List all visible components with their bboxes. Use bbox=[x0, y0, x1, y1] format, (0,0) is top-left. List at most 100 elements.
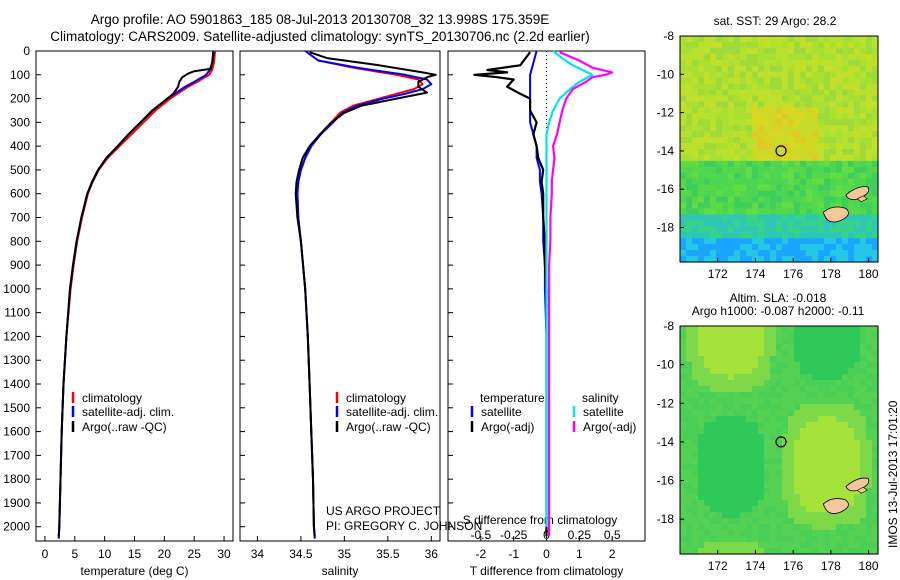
map-cell bbox=[710, 548, 717, 555]
map-cell bbox=[866, 89, 873, 97]
map-cell bbox=[752, 238, 759, 245]
map-cell bbox=[752, 410, 759, 417]
x-tick-label: 0 bbox=[42, 547, 49, 561]
map-cell bbox=[722, 410, 729, 417]
map-cell bbox=[830, 232, 837, 239]
map-cell bbox=[848, 59, 855, 67]
map-cell bbox=[806, 41, 813, 49]
map-cell bbox=[764, 131, 771, 138]
map-cell bbox=[824, 65, 831, 73]
map-cell bbox=[686, 536, 693, 543]
map-cell bbox=[686, 362, 693, 369]
map-cell bbox=[680, 440, 687, 447]
map-cell bbox=[788, 374, 795, 381]
map-cell bbox=[872, 536, 879, 543]
map-cell bbox=[866, 256, 873, 263]
map-cell bbox=[734, 184, 741, 192]
map-cell bbox=[794, 137, 801, 144]
map-cell bbox=[722, 386, 729, 393]
map-cell bbox=[860, 392, 867, 399]
map-cell bbox=[692, 362, 699, 369]
map-cell bbox=[680, 101, 687, 108]
map-cell bbox=[848, 89, 855, 97]
map-cell bbox=[854, 113, 861, 120]
map-cell bbox=[800, 452, 807, 459]
map-cell bbox=[800, 518, 807, 525]
map-cell bbox=[836, 542, 843, 549]
map-cell bbox=[836, 422, 843, 429]
map-cell bbox=[836, 434, 843, 441]
map-cell bbox=[794, 482, 801, 489]
map-cell bbox=[734, 434, 741, 441]
map-cell bbox=[746, 542, 753, 549]
map-cell bbox=[848, 232, 855, 239]
map-cell bbox=[824, 256, 831, 263]
map-cell bbox=[752, 226, 759, 233]
map-cell bbox=[746, 238, 753, 245]
map-cell bbox=[680, 416, 687, 423]
map-cell bbox=[788, 344, 795, 351]
map-cell bbox=[758, 410, 765, 417]
map-cell bbox=[800, 374, 807, 381]
map-cell bbox=[686, 160, 693, 168]
map-cell bbox=[740, 107, 747, 114]
map-cell bbox=[764, 530, 771, 537]
map-cell bbox=[818, 362, 825, 369]
map-cell bbox=[680, 131, 687, 138]
map-cell bbox=[860, 524, 867, 531]
map-cell bbox=[716, 232, 723, 239]
map-cell bbox=[692, 374, 699, 381]
map-cell bbox=[680, 89, 687, 97]
map-cell bbox=[734, 59, 741, 67]
map-cell bbox=[842, 470, 849, 477]
map-cell bbox=[848, 452, 855, 459]
map-cell bbox=[704, 398, 711, 405]
map-cell bbox=[806, 542, 813, 549]
map-cell bbox=[872, 65, 879, 73]
map-cell bbox=[860, 542, 867, 549]
map-cell bbox=[848, 404, 855, 411]
map-cell bbox=[848, 470, 855, 477]
map-cell bbox=[722, 398, 729, 405]
map-cell bbox=[746, 250, 753, 257]
map-cell bbox=[686, 416, 693, 423]
map-cell bbox=[746, 506, 753, 513]
map-cell bbox=[788, 250, 795, 257]
map-cell bbox=[734, 202, 741, 210]
map-cell bbox=[848, 154, 855, 162]
map-cell bbox=[824, 512, 831, 519]
map-cell bbox=[680, 512, 687, 519]
map-cell bbox=[818, 77, 825, 85]
depth-tick-label: 2000 bbox=[3, 520, 30, 534]
map-cell bbox=[824, 53, 831, 61]
salinity-axis-label: salinity bbox=[322, 564, 359, 578]
map-cell bbox=[752, 350, 759, 357]
map-cell bbox=[854, 386, 861, 393]
map-cell bbox=[746, 326, 753, 333]
map-cell bbox=[824, 398, 831, 405]
map-cell bbox=[836, 131, 843, 138]
map-cell bbox=[734, 178, 741, 186]
map-x-tick-label: 172 bbox=[708, 559, 728, 573]
map-cell bbox=[752, 166, 759, 174]
map-cell bbox=[752, 196, 759, 204]
map-cell bbox=[734, 542, 741, 549]
map-cell bbox=[848, 149, 855, 156]
map-cell bbox=[692, 244, 699, 251]
map-cell bbox=[740, 125, 747, 132]
map-cell bbox=[836, 494, 843, 501]
map-cell bbox=[746, 208, 753, 216]
map-cell bbox=[866, 125, 873, 132]
map-cell bbox=[692, 202, 699, 210]
map-cell bbox=[692, 154, 699, 162]
map-cell bbox=[704, 416, 711, 423]
map-cell bbox=[692, 518, 699, 525]
map-cell bbox=[716, 131, 723, 138]
depth-tick-label: 600 bbox=[10, 187, 30, 201]
map-cell bbox=[746, 256, 753, 263]
map-cell bbox=[860, 446, 867, 453]
map-cell bbox=[758, 494, 765, 501]
map-cell bbox=[752, 220, 759, 227]
map-cell bbox=[722, 125, 729, 132]
map-cell bbox=[848, 202, 855, 210]
